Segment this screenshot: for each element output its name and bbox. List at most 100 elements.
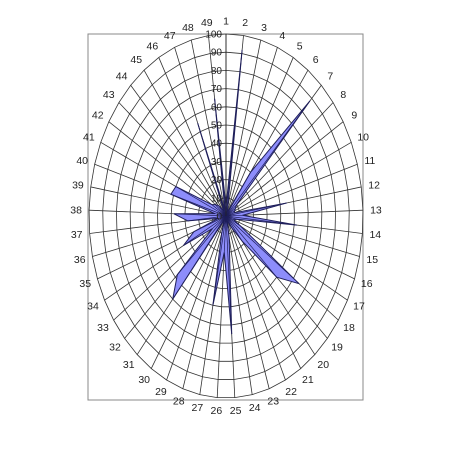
category-label: 40 — [76, 155, 88, 167]
grid-ring — [116, 69, 336, 362]
category-label: 5 — [297, 41, 303, 53]
ring-value-label: 60 — [211, 102, 223, 113]
grid-spoke — [150, 215, 227, 369]
category-label: 31 — [123, 359, 135, 371]
category-label: 26 — [211, 405, 223, 417]
data-point-spoke — [177, 215, 227, 275]
data-point-spoke — [225, 172, 251, 217]
grid-ring — [157, 124, 295, 308]
grid-spoke — [225, 215, 348, 301]
category-label: 1 — [223, 16, 229, 28]
category-label: 46 — [147, 41, 159, 53]
category-label: 3 — [261, 22, 267, 34]
category-label: 36 — [74, 254, 86, 266]
grid-spoke — [225, 121, 344, 217]
grid-ring — [102, 51, 350, 380]
ring-value-label: 70 — [211, 84, 223, 95]
category-label: 20 — [317, 359, 329, 371]
category-label: 12 — [368, 179, 380, 191]
grid-spoke — [90, 186, 227, 217]
grid-spoke — [92, 215, 227, 257]
category-label: 21 — [302, 374, 314, 386]
category-label: 29 — [155, 386, 167, 398]
data-point-spoke — [225, 204, 237, 217]
data-point-spoke — [214, 98, 227, 217]
grid-spoke — [225, 215, 355, 280]
category-label: 28 — [173, 396, 185, 408]
ring-labels: 0 10 20 30 40 50 60 70 80 90 100 — [205, 30, 222, 223]
grid-spoke — [130, 85, 227, 217]
grid-spoke — [143, 69, 227, 217]
grid-spoke — [225, 57, 294, 217]
data-point-spoke — [193, 215, 227, 233]
category-label: 30 — [138, 374, 150, 386]
grid-spoke — [225, 163, 358, 217]
category-label: 33 — [97, 322, 109, 334]
ring-value-label: 30 — [211, 157, 223, 168]
ring-value-label: 0 — [216, 212, 222, 223]
category-label: 18 — [343, 322, 355, 334]
grid-spoke — [182, 215, 227, 389]
data-point-spoke — [225, 215, 230, 238]
category-label: 32 — [109, 342, 121, 354]
category-label: 13 — [370, 204, 382, 216]
category-label: 6 — [313, 54, 319, 66]
category-label: 11 — [364, 155, 375, 167]
grid-spoke — [225, 141, 352, 217]
grid-spoke — [225, 39, 262, 217]
grid-spoke — [225, 215, 270, 389]
grid-ring — [88, 33, 364, 399]
category-label: 38 — [70, 204, 82, 216]
ring-value-label: 100 — [205, 30, 222, 41]
category-label: 22 — [285, 386, 297, 398]
grid-spoke — [225, 215, 286, 381]
data-point-spoke — [223, 215, 227, 253]
category-label: 23 — [267, 396, 279, 408]
data-point-spoke — [225, 215, 297, 226]
category-label: 47 — [164, 30, 176, 42]
data-point-spoke — [173, 213, 227, 217]
data-point-spoke — [170, 193, 227, 217]
ring-value-label: 80 — [211, 66, 223, 77]
grid-spoke — [225, 102, 334, 217]
category-label: 48 — [182, 22, 194, 34]
data-point-spoke — [225, 49, 243, 217]
data-point-spoke — [225, 202, 287, 217]
data-area — [170, 34, 311, 335]
data-point-spoke — [187, 215, 227, 222]
ring-value-label: 50 — [211, 121, 223, 132]
category-label: 49 — [201, 17, 213, 29]
data-point-spoke — [183, 215, 227, 246]
grid-spoke — [158, 57, 227, 217]
grid-spoke — [113, 215, 227, 321]
category-label: 37 — [71, 229, 83, 241]
data-point-spoke — [211, 204, 227, 217]
grid-ring — [143, 106, 309, 326]
category-label: 42 — [92, 109, 104, 121]
data-point-spoke — [225, 215, 243, 242]
category-label: 25 — [230, 405, 242, 417]
data-point-spoke — [212, 215, 227, 229]
category-label: 7 — [327, 70, 333, 82]
category-label: 39 — [72, 179, 84, 191]
grid-ring — [170, 142, 282, 290]
ring-value-label: 90 — [211, 48, 223, 59]
data-point-spoke — [172, 215, 227, 300]
data-point-spoke — [225, 215, 300, 284]
category-label: 4 — [279, 30, 285, 42]
category-label: 43 — [103, 89, 115, 101]
category-label: 15 — [366, 254, 378, 266]
data-point-spoke — [225, 215, 233, 335]
data-point-spoke — [225, 214, 243, 217]
grid-spoke — [166, 215, 227, 381]
data-point-spoke — [225, 100, 311, 217]
category-label: 35 — [79, 278, 91, 290]
ring-value-label: 10 — [211, 193, 223, 204]
ring-value-label: 20 — [211, 175, 223, 186]
grid-spoke — [118, 102, 227, 217]
category-label: 9 — [351, 109, 357, 121]
category-label: 34 — [87, 301, 99, 313]
data-point-spoke — [175, 186, 227, 217]
category-label: 41 — [83, 132, 95, 144]
